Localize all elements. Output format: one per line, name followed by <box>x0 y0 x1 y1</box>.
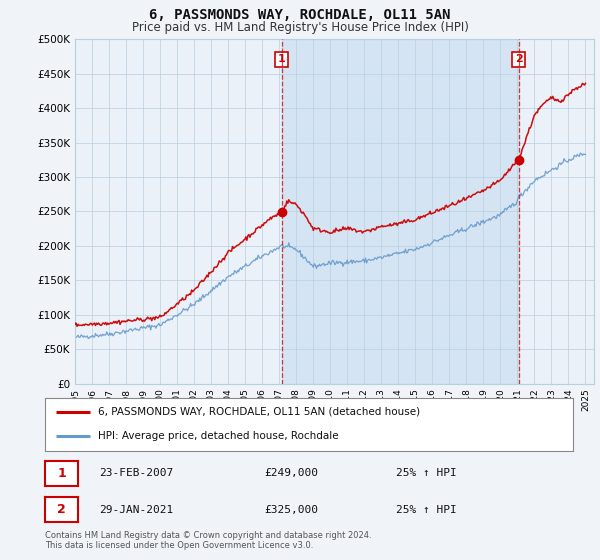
Text: 23-FEB-2007: 23-FEB-2007 <box>99 468 173 478</box>
Text: 2: 2 <box>57 503 66 516</box>
Text: 25% ↑ HPI: 25% ↑ HPI <box>396 505 457 515</box>
Text: 25% ↑ HPI: 25% ↑ HPI <box>396 468 457 478</box>
Text: HPI: Average price, detached house, Rochdale: HPI: Average price, detached house, Roch… <box>98 431 338 441</box>
Text: Contains HM Land Registry data © Crown copyright and database right 2024.
This d: Contains HM Land Registry data © Crown c… <box>45 531 371 550</box>
Text: 6, PASSMONDS WAY, ROCHDALE, OL11 5AN: 6, PASSMONDS WAY, ROCHDALE, OL11 5AN <box>149 8 451 22</box>
Text: £325,000: £325,000 <box>264 505 318 515</box>
Text: 1: 1 <box>57 466 66 480</box>
Bar <box>282 39 519 384</box>
Text: 1: 1 <box>278 54 286 64</box>
Text: 6, PASSMONDS WAY, ROCHDALE, OL11 5AN (detached house): 6, PASSMONDS WAY, ROCHDALE, OL11 5AN (de… <box>98 407 420 417</box>
Text: 2: 2 <box>515 54 523 64</box>
Text: Price paid vs. HM Land Registry's House Price Index (HPI): Price paid vs. HM Land Registry's House … <box>131 21 469 34</box>
Text: 29-JAN-2021: 29-JAN-2021 <box>99 505 173 515</box>
Text: £249,000: £249,000 <box>264 468 318 478</box>
